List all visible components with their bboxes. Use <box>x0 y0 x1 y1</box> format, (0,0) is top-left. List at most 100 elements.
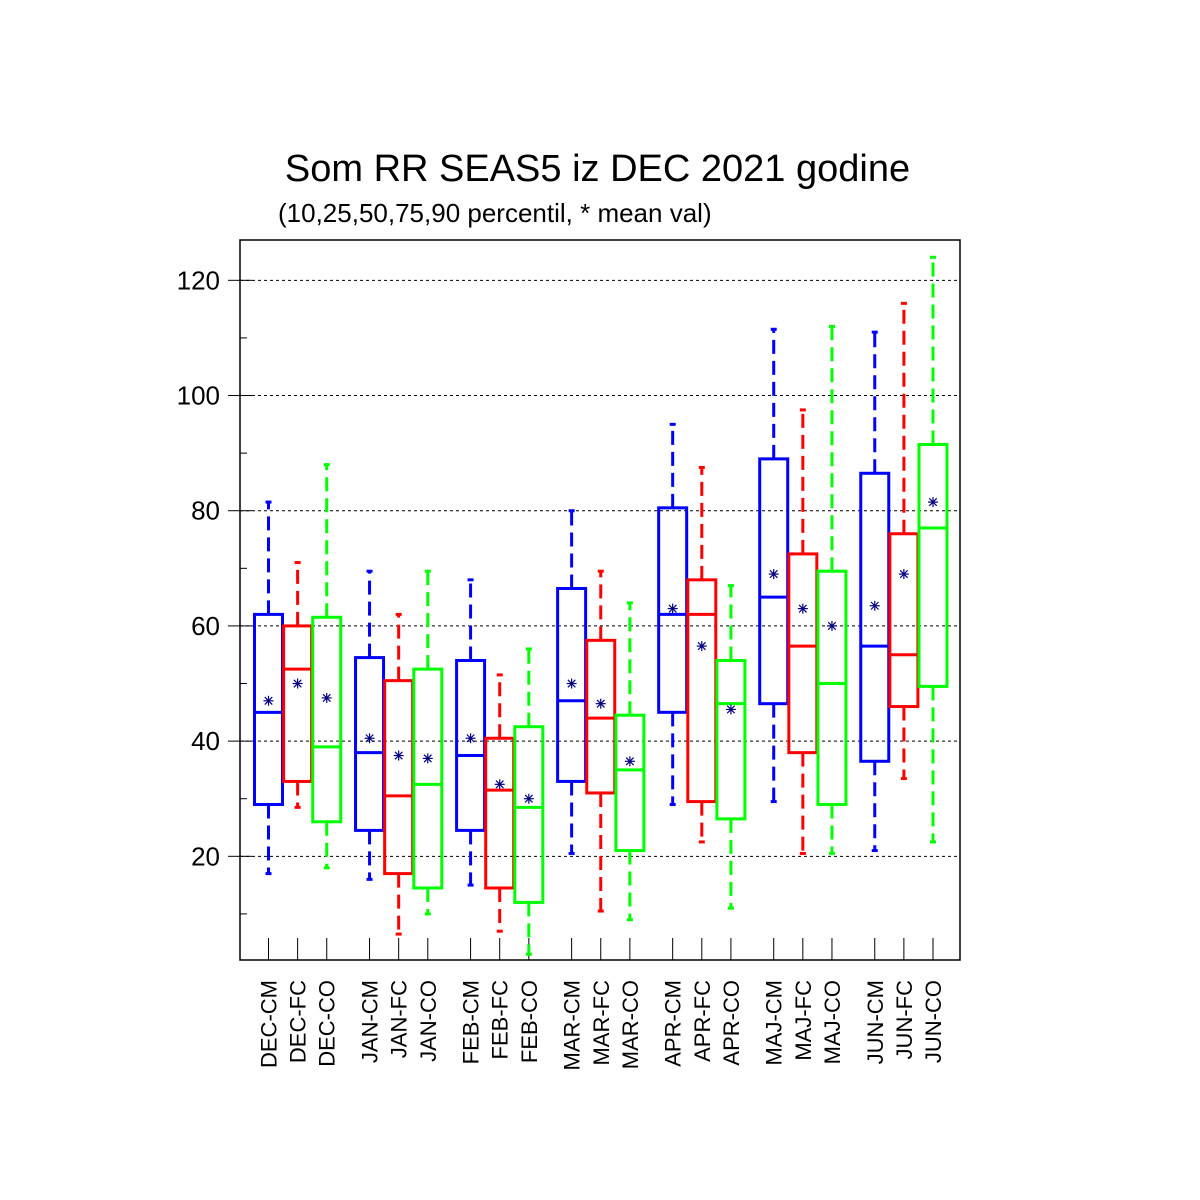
box-iqr <box>354 656 386 832</box>
box-iqr <box>715 658 747 821</box>
box-iqr <box>455 658 487 832</box>
x-category-label: APR-CO <box>719 980 744 1066</box>
x-category-label: DEC-FC <box>286 980 311 1063</box>
mean-marker <box>826 620 837 631</box>
box-maj-fc <box>787 408 819 855</box>
mean-marker-stroke <box>769 569 778 579</box>
mean-marker-stroke <box>596 699 605 708</box>
mean-marker <box>523 793 534 804</box>
mean-marker <box>898 569 909 580</box>
mean-marker <box>566 678 577 689</box>
x-category-label: JUN-CO <box>921 980 946 1063</box>
mean-marker-stroke <box>668 604 677 613</box>
y-tick-label: 100 <box>177 381 220 411</box>
box-apr-fc <box>686 466 718 844</box>
mean-marker <box>928 497 938 508</box>
box-mar-co <box>614 601 646 922</box>
x-category-label: APR-FC <box>690 980 715 1062</box>
box-jan-co <box>412 569 444 916</box>
x-category-label: MAJ-FC <box>791 980 816 1061</box>
mean-marker <box>725 704 736 715</box>
box-iqr <box>282 624 314 783</box>
box-feb-fc <box>484 673 516 933</box>
box-maj-co <box>816 324 848 855</box>
x-category-label: MAR-FC <box>589 980 614 1066</box>
x-category-label: MAJ-CO <box>820 980 845 1064</box>
box-iqr <box>383 679 415 876</box>
mean-marker-stroke <box>365 734 374 743</box>
x-category-label: MAJ-CM <box>762 980 787 1066</box>
mean-marker <box>768 569 779 580</box>
x-category-label: JUN-CM <box>863 980 888 1064</box>
mean-marker <box>797 603 808 614</box>
box-jun-co <box>917 255 949 844</box>
x-category-label: JAN-CO <box>416 980 441 1062</box>
mean-marker <box>696 641 707 652</box>
mean-marker-stroke <box>394 751 403 760</box>
x-category-label: MAR-CO <box>618 980 643 1069</box>
box-iqr <box>816 569 848 806</box>
mean-marker <box>624 756 635 767</box>
mean-marker-stroke <box>495 780 504 789</box>
mean-marker <box>292 678 303 689</box>
x-category-label: APR-CM <box>661 980 686 1067</box>
box-iqr <box>412 667 444 890</box>
x-category-label: JUN-FC <box>892 980 917 1060</box>
y-tick-label: 20 <box>191 841 220 871</box>
box-dec-fc <box>282 561 314 809</box>
plot-frame <box>239 239 961 961</box>
mean-marker-stroke <box>524 794 534 803</box>
x-axis-labels: DEC-CM DEC-FC DEC-CO JAN-CM JAN-FC JAN-CO FEB-… <box>257 980 947 1071</box>
mean-marker <box>465 733 476 744</box>
mean-marker-stroke <box>293 679 302 688</box>
box-iqr <box>253 612 284 806</box>
y-axis-ticks: 20 40 60 80 100 120 <box>177 265 252 915</box>
y-tick-label: 80 <box>191 496 220 526</box>
mean-marker <box>869 600 880 611</box>
mean-marker-stroke <box>567 679 576 688</box>
x-category-label: FEB-CM <box>459 980 484 1064</box>
box-feb-co <box>513 647 545 956</box>
mean-marker-stroke <box>625 757 635 766</box>
box-iqr <box>888 532 920 709</box>
x-category-label: JAN-CM <box>358 980 383 1063</box>
grid-lines <box>240 279 960 857</box>
box-jan-fc <box>383 612 415 936</box>
mean-marker <box>321 692 332 703</box>
mean-marker-stroke <box>798 604 808 613</box>
mean-marker-stroke <box>697 641 706 651</box>
box-mar-cm <box>556 509 588 855</box>
mean-marker <box>595 698 606 709</box>
box-iqr <box>859 471 891 763</box>
mean-marker <box>422 753 433 764</box>
mean-marker <box>393 750 404 761</box>
box-iqr <box>614 713 646 853</box>
mean-marker <box>263 695 274 706</box>
box-iqr <box>484 736 516 890</box>
box-series <box>253 255 949 956</box>
box-jun-cm <box>859 330 891 853</box>
mean-marker <box>494 779 505 790</box>
mean-marker-stroke <box>928 497 938 507</box>
box-iqr <box>758 457 790 706</box>
mean-marker-stroke <box>423 754 432 763</box>
box-jun-fc <box>888 301 920 781</box>
y-tick-label: 120 <box>177 265 220 295</box>
mean-marker-stroke <box>322 693 331 703</box>
mean-marker-stroke <box>726 705 736 714</box>
chart-title: Som RR SEAS5 iz DEC 2021 godine <box>284 148 911 190</box>
box-iqr <box>787 552 819 755</box>
box-apr-co <box>715 584 747 910</box>
box-iqr <box>311 615 343 824</box>
mean-marker-stroke <box>899 569 909 579</box>
mean-marker <box>364 733 375 744</box>
x-category-label: MAR-CM <box>560 980 585 1070</box>
box-dec-cm <box>253 500 284 876</box>
x-category-label: DEC-CO <box>315 980 340 1067</box>
chart-subtitle: (10,25,50,75,90 percentil, * mean val) <box>278 198 712 228</box>
box-iqr <box>513 725 545 904</box>
box-apr-cm <box>657 422 689 806</box>
x-axis-ticks <box>268 938 961 960</box>
box-maj-cm <box>758 327 790 804</box>
x-category-label: FEB-FC <box>488 980 513 1060</box>
